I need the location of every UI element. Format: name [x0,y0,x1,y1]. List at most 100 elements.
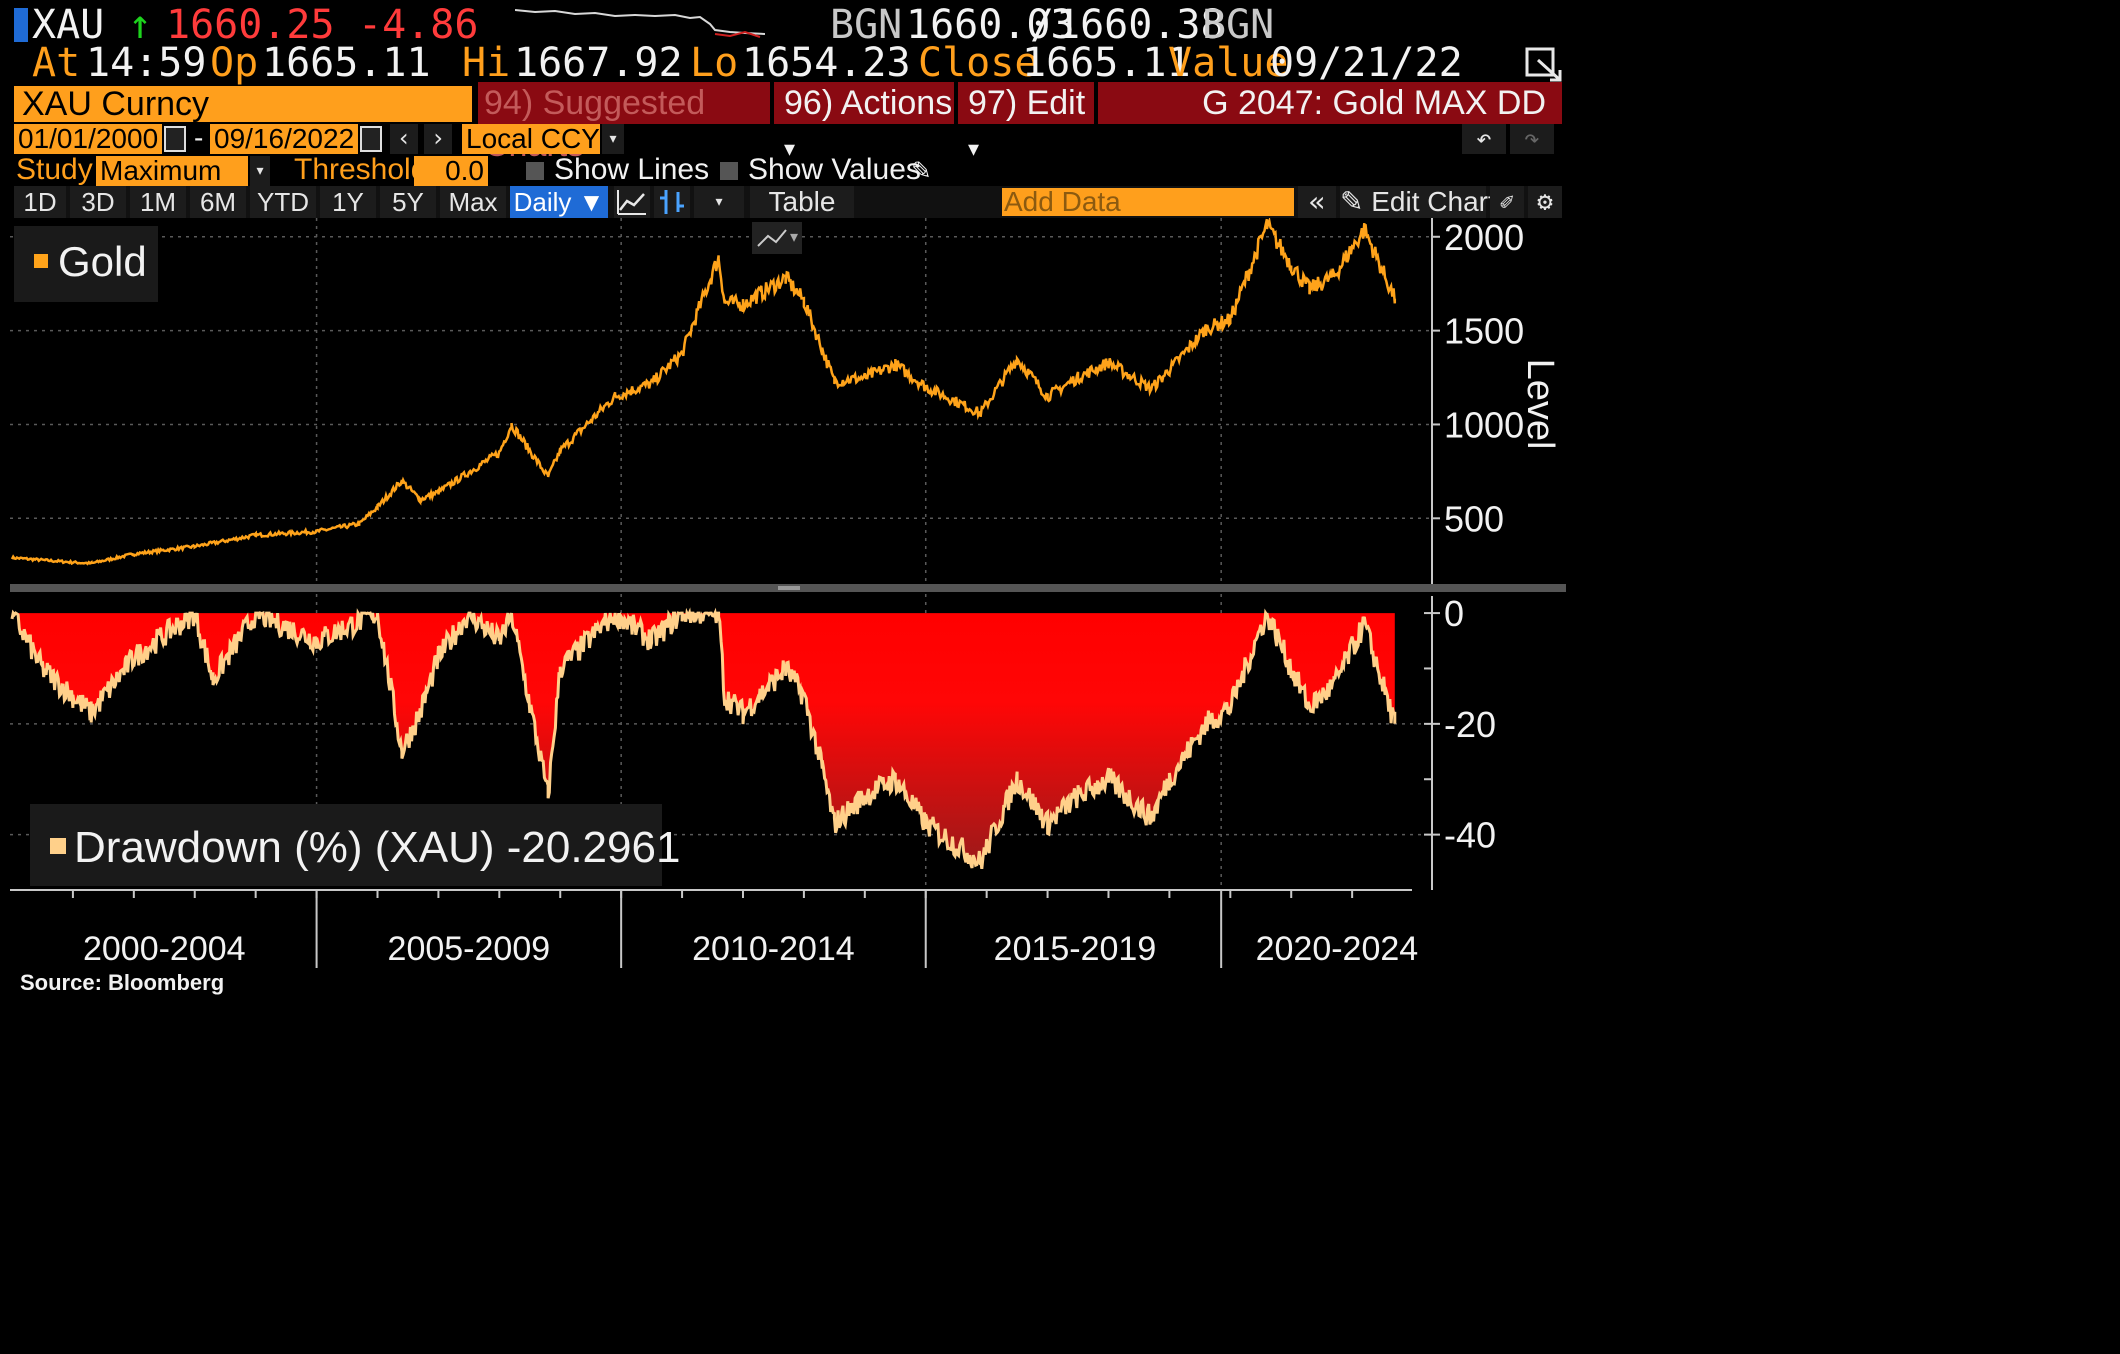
ticker: XAU [32,2,105,48]
pencil-icon[interactable]: ✎ [912,152,931,187]
range-6m-button[interactable]: 6M [190,186,246,218]
drawdown-series-line [10,607,1397,869]
edit-chart-label: Edit Chart [1371,186,1496,217]
prev-period-button[interactable]: ‹ [390,124,418,154]
upper-y-ticks: 500 1000 1500 2000 [1432,218,1524,539]
splitter-handle-icon[interactable] [778,586,800,590]
x-axis-label: 2020-2024 [1256,930,1419,968]
y-tick-label: 500 [1444,498,1504,539]
pencil-icon: ✎ [1340,186,1364,217]
open-value: 1665.11 [262,40,431,86]
y-tick-label: -40 [1444,815,1496,856]
edit-chart-button[interactable]: ✎ Edit Chart [1340,186,1496,218]
show-lines-checkbox[interactable] [526,162,544,180]
y-axis-title: Level [1519,359,1561,450]
x-axis-label: 2010-2014 [692,930,855,968]
value-date: 09/21/22 [1270,40,1463,86]
close-value: 1665.11 [1022,40,1191,86]
chevron-down-icon: ▾ [968,136,980,161]
range-5y-button[interactable]: 5Y [380,186,436,218]
table-button[interactable]: Table [750,186,854,218]
close-label: Close [918,40,1039,86]
gold-legend-swatch [34,254,48,268]
chevron-down-icon[interactable]: ▾ [250,156,270,186]
at-label: At [32,40,81,86]
show-lines-label: Show Lines [554,153,710,186]
y-tick-label: 1000 [1444,404,1524,445]
ask-source: BGN [1202,2,1275,48]
bid-price: 1660.03 [906,2,1075,48]
chart-area[interactable]: 500 1000 1500 2000 0 -20 -40 2000-2004 2005-20… [0,218,1568,1000]
calendar-icon[interactable] [164,126,186,152]
redo-button[interactable]: ↷ [1510,124,1554,154]
undo-button[interactable]: ↶ [1462,124,1506,154]
drawdown-legend-box [30,804,662,886]
low-value: 1654.23 [742,40,911,86]
suggested-charts-button[interactable]: 94) Suggested Charts [478,82,770,164]
open-label: Op [210,40,259,86]
security-field[interactable]: XAU Curncy [14,86,472,122]
y-tick-label: 0 [1444,593,1464,634]
y-tick-label: 1500 [1444,311,1524,352]
line-chart-icon [757,229,787,247]
add-data-input[interactable]: Add Data [1002,188,1294,216]
next-period-button[interactable]: › [424,124,452,154]
end-date-field[interactable]: 09/16/2022 [210,124,358,154]
bar-chart-icon[interactable] [654,186,690,218]
currency-select[interactable]: Local CCY [462,124,600,154]
lower-y-ticks: 0 -20 -40 [1424,593,1496,856]
study-select[interactable]: Maximum Dr [96,156,248,186]
range-1d-button[interactable]: 1D [14,186,66,218]
x-axis-label: 2000-2004 [83,930,246,968]
chevron-down-icon[interactable]: ▾ [602,124,624,154]
chart-type-dropdown[interactable]: ▾ [694,186,744,218]
high-value: 1667.92 [514,40,683,86]
chevron-down-icon: ▼ [578,187,605,217]
price-change: -4.86 [358,2,479,48]
collapse-icon[interactable]: « [1298,186,1336,218]
bid-ask-separator: / [1030,2,1055,48]
range-ytd-button[interactable]: YTD [250,186,316,218]
y-tick-label: -20 [1444,704,1496,745]
edit-label: 97) Edit [968,84,1086,122]
bid-source: BGN [830,2,903,48]
gold-legend-label: Gold [58,238,147,285]
last-price: 1660.25 [166,2,335,48]
study-label: Study [16,153,93,186]
actions-label: 96) Actions [784,84,953,122]
series-style-button[interactable] [752,222,802,254]
drawdown-legend-label: Drawdown (%) (XAU) -20.2961 [74,823,680,872]
drawdown-legend-swatch [50,838,66,854]
up-arrow-icon: ↑ [128,2,153,48]
x-axis-label: 2015-2019 [994,930,1157,968]
source-footnote: Source: Bloomberg [20,970,225,995]
ask-price: 1660.38 [1056,2,1225,48]
calendar-icon[interactable] [360,126,382,152]
actions-button[interactable]: 96) Actions ▾ [774,82,954,161]
range-max-button[interactable]: Max [440,186,506,218]
start-date-field[interactable]: 01/01/2000 [14,124,162,154]
gold-series-line [10,218,1397,566]
chevron-down-icon: ▾ [784,136,796,161]
upper-panel-grid [10,236,1432,520]
low-label: Lo [690,40,739,86]
threshold-input[interactable]: 0.0 [414,156,488,186]
show-values-label: Show Values [748,153,921,186]
at-time: 14:59 [86,40,207,86]
popout-icon[interactable] [1524,44,1564,84]
sparkline-icon [515,9,765,38]
x-axis-label: 2005-2009 [388,930,551,968]
x-minor-ticks [71,890,1354,898]
gear-icon[interactable]: ⚙ [1528,186,1562,218]
show-values-checkbox[interactable] [720,162,738,180]
range-1y-button[interactable]: 1Y [320,186,376,218]
frequency-select[interactable]: Daily ▼ [510,186,608,218]
range-3d-button[interactable]: 3D [70,186,126,218]
chart-title: G 2047: Gold MAX DD [1202,84,1546,122]
range-1m-button[interactable]: 1M [130,186,186,218]
annotate-icon[interactable]: ✐ [1490,186,1524,218]
line-chart-icon[interactable] [614,186,650,218]
high-label: Hi [462,40,511,86]
edit-button[interactable]: 97) Edit ▾ [958,82,1094,161]
date-separator: - [194,122,204,153]
